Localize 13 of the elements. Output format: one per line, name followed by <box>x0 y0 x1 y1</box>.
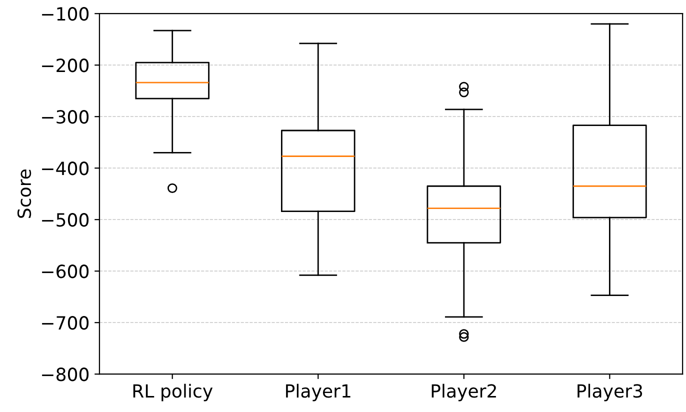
y-tick-label: −300 <box>42 110 89 124</box>
y-tick-label: −500 <box>42 213 89 227</box>
x-tick-label: Player1 <box>286 384 350 402</box>
x-tick-label: Player3 <box>578 384 642 402</box>
x-tick-label: RL policy <box>133 384 213 402</box>
y-tick-label: −600 <box>42 264 89 278</box>
y-tick-label: −200 <box>42 58 89 72</box>
y-tick-label: −400 <box>42 162 89 176</box>
y-axis-title: Score <box>17 170 32 218</box>
y-tick-label: −800 <box>42 368 89 382</box>
x-tick-label: Player2 <box>432 384 496 402</box>
y-tick-label: −100 <box>42 7 89 21</box>
y-tick-label: −700 <box>42 316 89 330</box>
